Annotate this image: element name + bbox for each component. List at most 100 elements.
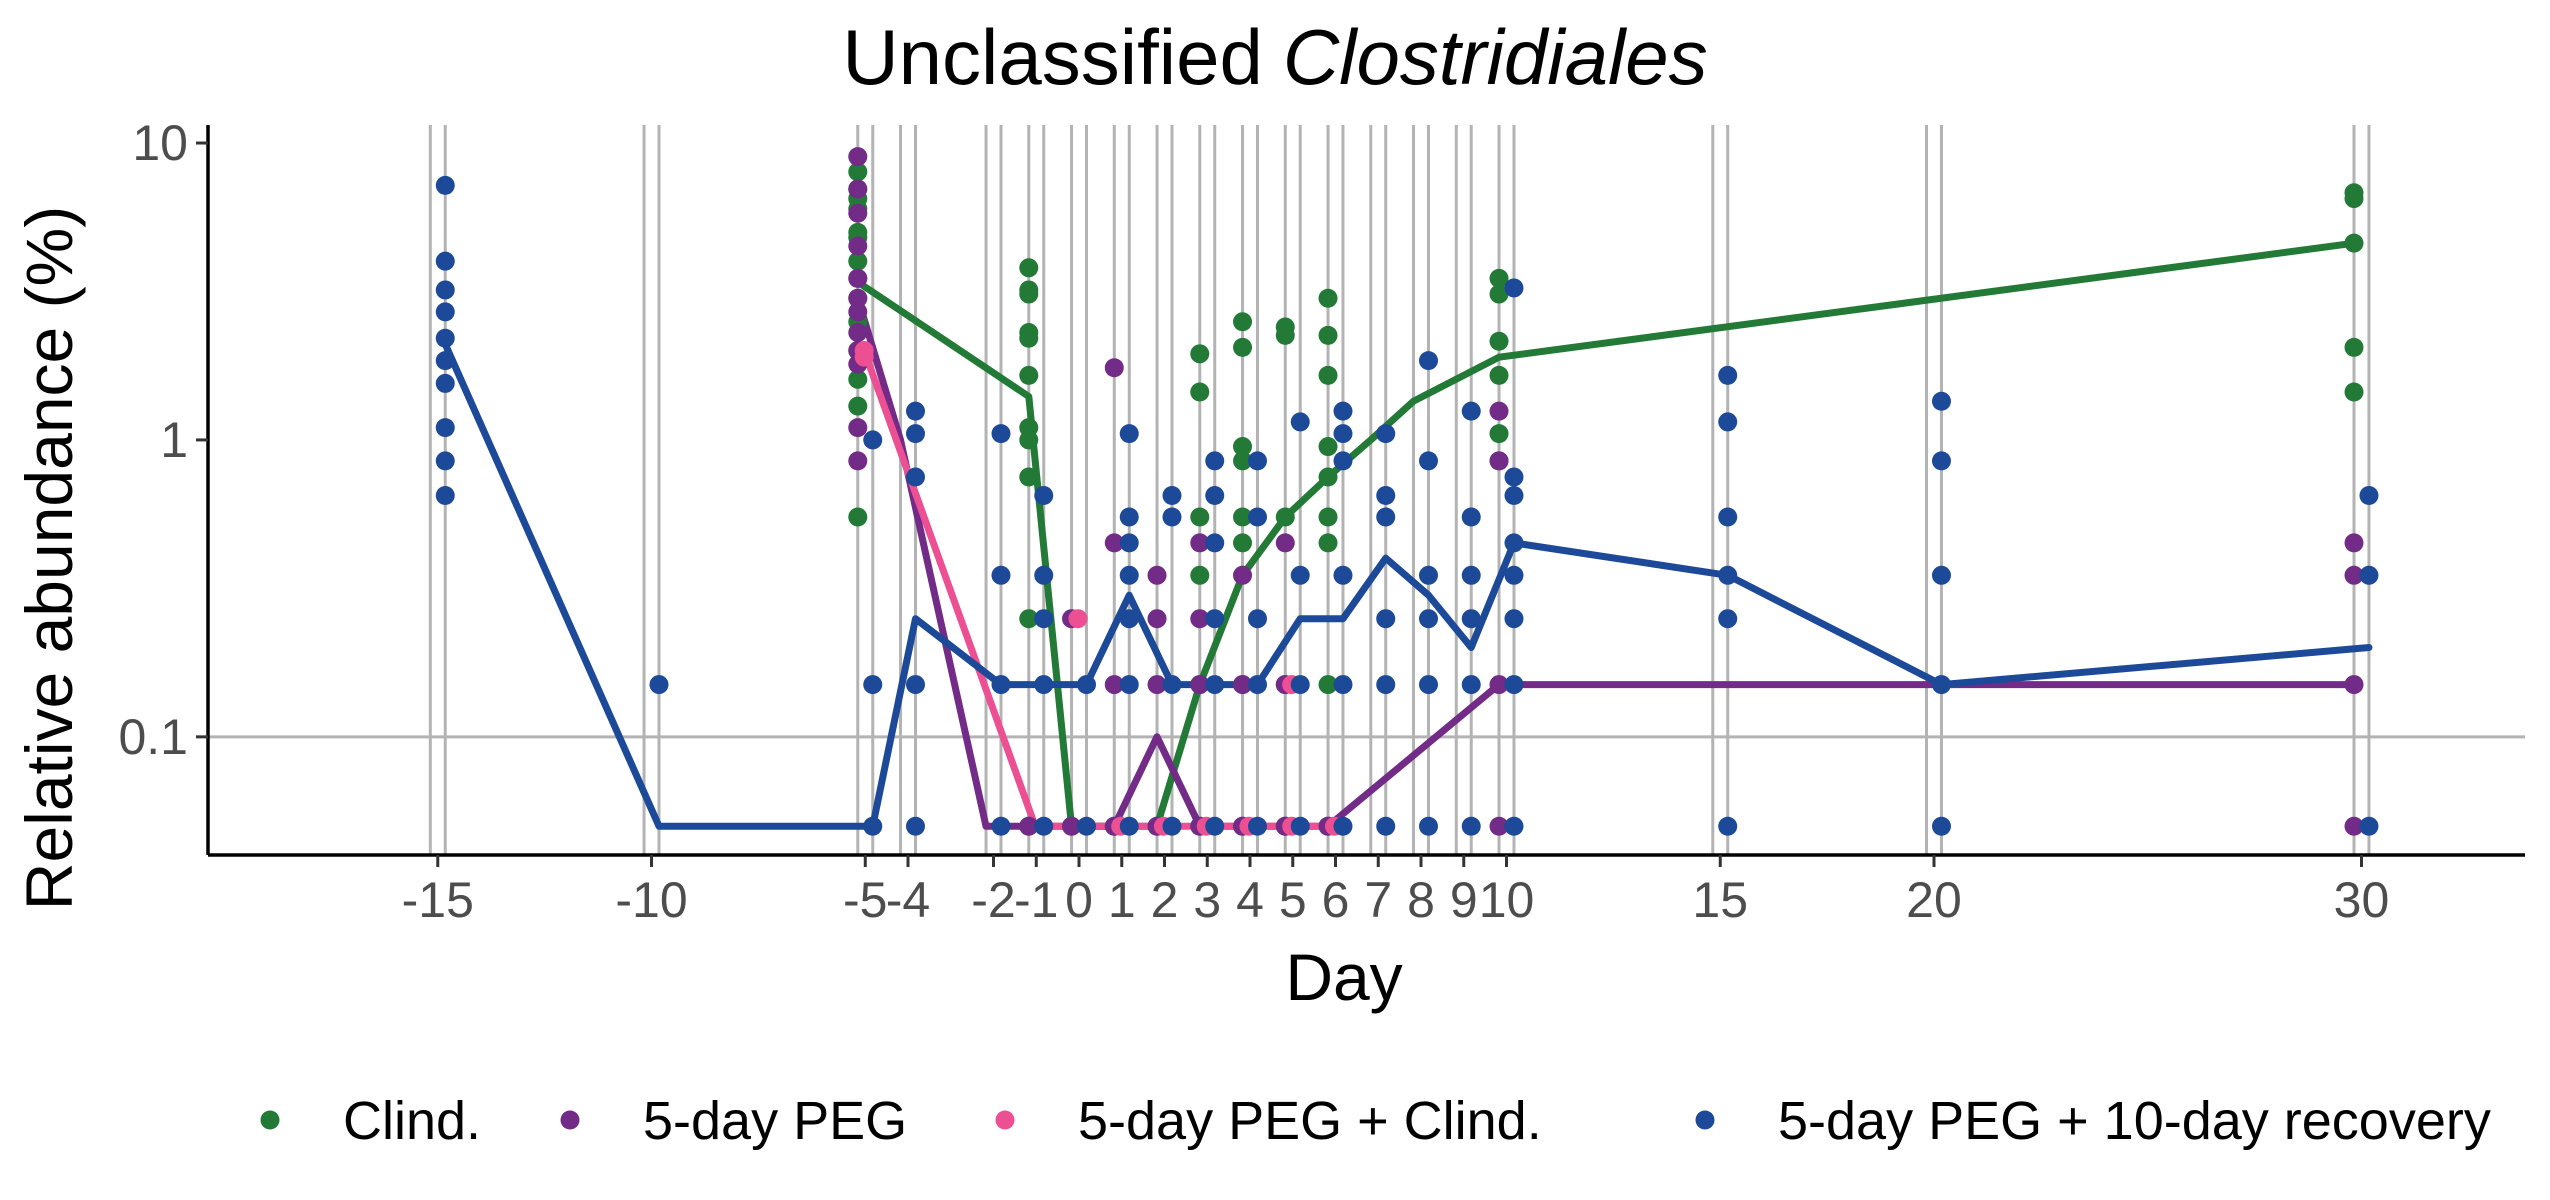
data-point (1104, 533, 1124, 553)
y-axis-label: Relative abundance (%) (12, 206, 86, 910)
data-point (848, 203, 868, 223)
data-point (1162, 816, 1182, 836)
data-point (2344, 533, 2364, 553)
data-point (435, 373, 455, 393)
data-point (1119, 424, 1139, 444)
data-point (649, 675, 669, 695)
data-point (1504, 816, 1524, 836)
data-point (848, 369, 868, 389)
data-point (905, 401, 925, 421)
data-point (863, 675, 883, 695)
x-tick-label: 0 (1065, 872, 1093, 928)
data-point (1931, 451, 1951, 471)
data-point (1019, 816, 1039, 836)
data-point (1233, 312, 1253, 332)
data-point (991, 424, 1011, 444)
legend: Clind. 5-day PEG 5-day PEG + Clind. 5-day P… (260, 1091, 2491, 1151)
data-point (1233, 533, 1253, 553)
data-point (1333, 451, 1353, 471)
data-point (1233, 451, 1253, 471)
data-point (1489, 365, 1509, 385)
data-point (1162, 485, 1182, 505)
data-point (905, 675, 925, 695)
x-tick-label: -15 (402, 872, 474, 928)
data-point (1418, 451, 1438, 471)
x-tick-label: 2 (1151, 872, 1179, 928)
data-point (1418, 351, 1438, 371)
x-tick-label: 6 (1322, 872, 1350, 928)
data-point (848, 302, 868, 322)
data-point (1062, 816, 1082, 836)
data-point (1190, 507, 1210, 527)
series-line (854, 239, 2358, 830)
data-point (435, 485, 455, 505)
data-point (1034, 675, 1054, 695)
data-point (1247, 675, 1267, 695)
data-point (1461, 609, 1481, 629)
data-point (1290, 565, 1310, 585)
data-point (2344, 816, 2364, 836)
data-point (1019, 430, 1039, 450)
x-tick-label: 1 (1108, 872, 1136, 928)
data-point (1461, 565, 1481, 585)
x-tick-label: -10 (615, 872, 687, 928)
data-point (848, 162, 868, 182)
data-point (863, 430, 883, 450)
data-point (905, 424, 925, 444)
legend-marker (560, 1110, 580, 1130)
data-point (1489, 816, 1509, 836)
data-point (905, 467, 925, 487)
data-point (848, 236, 868, 256)
data-point (1461, 816, 1481, 836)
x-tick-label: -4 (886, 872, 930, 928)
data-point (1190, 565, 1210, 585)
data-point (435, 175, 455, 195)
legend-item: Clind. (260, 1091, 481, 1151)
x-axis-label: Day (1285, 940, 1402, 1014)
legend-item: 5-day PEG + 10-day recovery (1695, 1091, 2491, 1151)
data-point (1489, 675, 1509, 695)
x-tick-label: 10 (1479, 872, 1535, 928)
data-point (1489, 401, 1509, 421)
data-point (435, 280, 455, 300)
data-point (1418, 565, 1438, 585)
x-tick-label: 30 (2334, 872, 2390, 928)
data-point (1076, 675, 1096, 695)
data-point (1461, 401, 1481, 421)
data-point (1418, 816, 1438, 836)
data-point (1068, 609, 1088, 629)
data-point (1076, 816, 1096, 836)
data-point (1489, 331, 1509, 351)
data-point (1290, 816, 1310, 836)
data-point (1290, 412, 1310, 432)
axes (206, 125, 2525, 857)
data-point (1718, 609, 1738, 629)
legend-label: 5-day PEG + 10-day recovery (1778, 1091, 2491, 1151)
data-point (1504, 565, 1524, 585)
data-point (1247, 816, 1267, 836)
data-point (1504, 609, 1524, 629)
data-point (1376, 424, 1396, 444)
data-point (1275, 507, 1295, 527)
data-point (1205, 533, 1225, 553)
data-point (1162, 675, 1182, 695)
data-point (1104, 675, 1124, 695)
data-point (1504, 278, 1524, 298)
data-point (1461, 675, 1481, 695)
data-point (1418, 675, 1438, 695)
data-point (848, 451, 868, 471)
x-tick-label: -1 (1014, 872, 1058, 928)
x-tick-label: 8 (1407, 872, 1435, 928)
series-line (854, 294, 2358, 830)
data-point (1205, 485, 1225, 505)
data-point (1489, 424, 1509, 444)
data-point (1931, 565, 1951, 585)
data-point (1119, 533, 1139, 553)
data-point (435, 302, 455, 322)
data-point (991, 816, 1011, 836)
legend-marker (995, 1110, 1015, 1130)
data-point (1489, 268, 1509, 288)
data-point (1504, 467, 1524, 487)
